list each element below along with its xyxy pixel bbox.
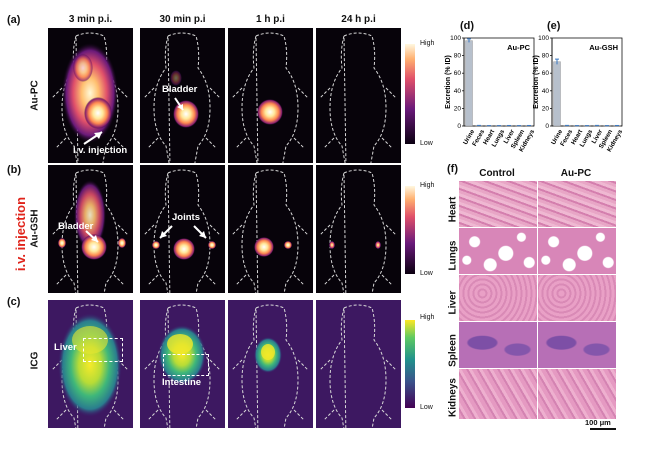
- image-au-pc-1h: [228, 28, 313, 163]
- histology-spleen-control: [458, 321, 538, 369]
- panel-label-b: (b): [7, 164, 22, 176]
- histology-heart-au-pc: [537, 180, 617, 228]
- histology-col-control: Control: [479, 168, 515, 179]
- panel-label-f: (f): [447, 163, 458, 175]
- row-label-icg: ICG: [29, 351, 41, 370]
- histology-row-spleen: Spleen: [447, 334, 459, 367]
- y-axis-label: Excretion (% ID): [533, 55, 540, 109]
- histology-spleen-au-pc: [537, 321, 617, 369]
- scale-bar-label: 100 μm: [585, 418, 611, 427]
- y-tick-label: 20: [454, 105, 462, 112]
- y-tick-label: 0: [545, 123, 549, 130]
- image-icg-24h: [316, 300, 401, 428]
- timepoint-30min: 30 min p.i: [159, 14, 206, 25]
- annotation-intestine: Intestine: [162, 377, 202, 388]
- arrow-bladder-a: [174, 97, 184, 111]
- y-tick-label: 100: [538, 35, 549, 42]
- chart-title: Au-GSH: [589, 43, 618, 52]
- histology-liver-control: [458, 274, 538, 322]
- colorbar-hot-top: [405, 44, 415, 144]
- image-au-pc-24h: [316, 28, 401, 163]
- panel-label-e: (e): [547, 20, 561, 32]
- histology-row-heart: Heart: [447, 196, 459, 223]
- arrow-iv-injection: [83, 131, 103, 145]
- annotation-bladder-a: Bladder: [162, 84, 198, 95]
- colorbar-mid-low: Low: [420, 270, 433, 277]
- panel-label-c: (c): [7, 296, 21, 308]
- image-au-gsh-1h: [228, 165, 313, 293]
- y-tick-label: 60: [542, 70, 550, 77]
- y-tick-label: 40: [454, 88, 462, 95]
- image-au-pc-30min: [140, 28, 225, 163]
- y-tick-label: 80: [454, 53, 462, 60]
- iv-injection-side-label: i.v. injection: [13, 196, 28, 272]
- colorbar-hot-mid: [405, 186, 415, 274]
- arrow-bladder-b: [85, 230, 99, 243]
- colorbar-viridis: [405, 320, 415, 408]
- histology-row-lungs: Lungs: [447, 240, 459, 271]
- timepoint-24h: 24 h p.i: [341, 14, 376, 25]
- histology-col-au-pc: Au-PC: [560, 168, 592, 179]
- panel-label-d: (d): [460, 20, 475, 32]
- scale-bar: [590, 428, 616, 430]
- y-tick-label: 40: [542, 88, 550, 95]
- image-au-gsh-3min: [48, 165, 133, 293]
- histology-lungs-au-pc: [537, 227, 617, 275]
- image-au-gsh-24h: [316, 165, 401, 293]
- bar-urine: [553, 61, 561, 127]
- histology-liver-au-pc: [537, 274, 617, 322]
- timepoint-3min: 3 min p.i.: [68, 14, 113, 25]
- timepoint-1h: 1 h p.i: [256, 14, 285, 25]
- histology-kidneys-au-pc: [537, 368, 617, 420]
- y-tick-label: 80: [542, 53, 550, 60]
- bar-urine: [465, 40, 473, 127]
- row-label-au-gsh: Au-GSH: [29, 209, 41, 248]
- image-icg-1h: [228, 300, 313, 428]
- histology-lungs-control: [458, 227, 538, 275]
- arrows-joints: [159, 225, 207, 239]
- y-tick-label: 100: [450, 35, 461, 42]
- y-axis-label: Excretion (% ID): [445, 55, 452, 109]
- image-au-gsh-30min: [140, 165, 225, 293]
- colorbar-top-low: Low: [420, 140, 433, 147]
- annotation-joints: Joints: [172, 212, 200, 223]
- histology-row-kidneys: Kidneys: [447, 378, 459, 417]
- colorbar-top-high: High: [420, 40, 435, 47]
- image-icg-3min: [48, 300, 133, 428]
- y-tick-label: 60: [454, 70, 462, 77]
- image-icg-30min: [140, 300, 225, 428]
- intestine-roi-box: [163, 354, 209, 376]
- y-tick-label: 0: [457, 123, 461, 130]
- y-tick-label: 20: [542, 105, 550, 112]
- panel-label-a: (a): [7, 14, 21, 26]
- colorbar-icg-low: Low: [420, 404, 433, 411]
- annotation-bladder-b: Bladder: [58, 221, 94, 232]
- colorbar-icg-high: High: [420, 314, 435, 321]
- annotation-liver: Liver: [54, 342, 77, 353]
- histology-heart-control: [458, 180, 538, 228]
- liver-roi-box: [83, 338, 123, 362]
- annotation-iv-injection: i.v. injection: [73, 145, 128, 156]
- row-label-au-pc: Au-PC: [29, 80, 41, 111]
- histology-row-liver: Liver: [447, 290, 459, 315]
- chart-title: Au-PC: [507, 43, 530, 52]
- colorbar-mid-high: High: [420, 182, 435, 189]
- histology-kidneys-control: [458, 368, 538, 420]
